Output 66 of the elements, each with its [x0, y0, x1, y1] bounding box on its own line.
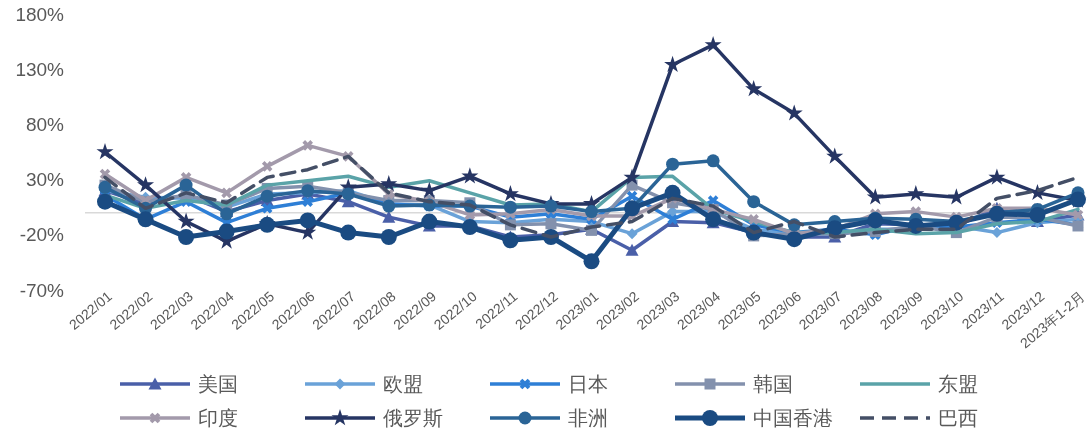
point: [867, 212, 884, 229]
point: [626, 190, 638, 202]
point: [826, 147, 844, 164]
point: [380, 229, 397, 246]
point: [179, 178, 193, 192]
point: [991, 227, 1003, 239]
point: [461, 167, 479, 184]
point: [340, 224, 357, 241]
point: [747, 195, 761, 209]
point: [218, 223, 235, 240]
point: [947, 188, 965, 205]
point: [380, 175, 398, 192]
point: [177, 212, 195, 229]
point: [545, 218, 557, 230]
point: [623, 168, 641, 185]
legend-label: 巴西: [938, 407, 978, 429]
point: [626, 228, 638, 240]
point: [1029, 206, 1046, 223]
point: [745, 80, 763, 97]
point: [705, 211, 722, 228]
point: [302, 196, 313, 207]
legend-label: 韩国: [753, 373, 793, 395]
point: [299, 212, 316, 229]
y-tick-label: -20%: [19, 224, 65, 246]
y-tick-label: 180%: [15, 3, 65, 25]
legend-label: 非洲: [568, 407, 608, 429]
point: [221, 187, 232, 199]
point: [97, 193, 113, 210]
point: [826, 220, 843, 237]
y-tick-label: -70%: [19, 279, 65, 301]
point: [866, 188, 884, 205]
point: [261, 203, 273, 214]
point: [137, 176, 155, 193]
point: [461, 219, 478, 236]
y-tick-label: 30%: [25, 169, 65, 191]
point: [706, 154, 720, 168]
point: [625, 243, 639, 256]
point: [421, 213, 438, 230]
legend-label: 日本: [568, 373, 608, 395]
y-tick-label: 130%: [15, 58, 65, 80]
legend-label: 欧盟: [383, 373, 423, 395]
point: [664, 55, 682, 73]
legend-label: 东盟: [938, 373, 978, 395]
point: [261, 161, 273, 172]
point: [666, 157, 680, 171]
point: [302, 140, 313, 151]
legend-label: 俄罗斯: [383, 407, 443, 429]
point: [503, 200, 517, 214]
legend-label: 美国: [198, 373, 238, 395]
point: [501, 185, 519, 202]
point: [178, 229, 195, 246]
legend-label: 印度: [198, 407, 238, 429]
point: [382, 210, 396, 223]
point: [786, 231, 803, 248]
point: [502, 232, 519, 249]
point: [988, 168, 1006, 185]
point: [748, 214, 759, 225]
point: [96, 143, 114, 160]
point: [583, 253, 600, 270]
point: [544, 199, 558, 213]
point: [785, 104, 803, 121]
y-tick-label: 80%: [25, 114, 65, 136]
point: [907, 185, 925, 202]
point: [704, 35, 722, 53]
legend-label: 中国香港: [753, 407, 833, 429]
point: [585, 205, 598, 219]
